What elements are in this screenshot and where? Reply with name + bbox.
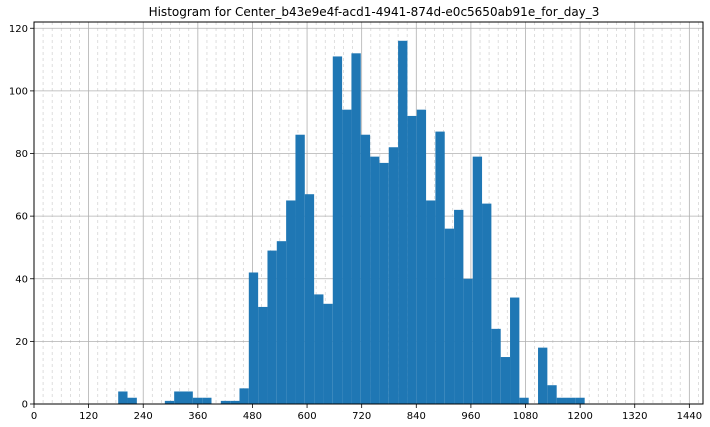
histogram-bar <box>202 397 212 404</box>
histogram-bar <box>416 109 427 405</box>
histogram-bar <box>519 397 529 404</box>
y-tick-label: 20 <box>15 337 28 348</box>
histogram-bar <box>295 134 305 404</box>
axes-layer: 0 120 240 360 480 600 720 840 960 1080 1200 1320 144… <box>9 24 702 422</box>
histogram-bar <box>276 241 287 404</box>
histogram-bar <box>491 328 501 404</box>
x-tick-label: 0 <box>31 411 37 422</box>
histogram-bar <box>388 147 399 404</box>
histogram-bar <box>472 156 483 404</box>
histogram-bar <box>351 53 361 405</box>
x-tick-label: 1440 <box>677 411 702 422</box>
histogram-bar <box>566 397 576 404</box>
x-tick-label: 840 <box>407 411 426 422</box>
histogram-bar <box>379 162 389 404</box>
x-tick-label: 360 <box>188 411 207 422</box>
histogram-bar <box>258 306 268 404</box>
histogram-bar <box>510 297 520 404</box>
histogram-bar <box>174 391 184 404</box>
bars-layer <box>118 40 585 405</box>
histogram-bar <box>482 203 492 404</box>
histogram-bar <box>164 400 175 404</box>
histogram-bar <box>370 156 380 404</box>
histogram-bar <box>239 388 249 404</box>
histogram-bar <box>192 397 203 404</box>
histogram-bar <box>547 385 557 404</box>
histogram-bar <box>463 278 473 404</box>
histogram-bar <box>454 209 464 404</box>
histogram-bar <box>342 109 352 405</box>
x-tick-label: 480 <box>243 411 262 422</box>
histogram-bar <box>220 400 231 404</box>
histogram-bar <box>127 397 137 404</box>
histogram-bar <box>538 347 548 404</box>
histogram-bar <box>407 115 417 405</box>
x-tick-label: 600 <box>298 411 317 422</box>
x-tick-label: 1080 <box>513 411 538 422</box>
histogram-bar <box>426 200 436 404</box>
chart-title: Histogram for Center_b43e9e4f-acd1-4941-… <box>149 5 600 19</box>
y-tick-label: 100 <box>9 86 28 97</box>
x-tick-label: 720 <box>352 411 371 422</box>
histogram-bar <box>230 400 240 404</box>
y-tick-label: 80 <box>15 149 28 160</box>
y-tick-label: 40 <box>15 274 28 285</box>
x-tick-label: 960 <box>461 411 480 422</box>
histogram-bar <box>398 40 408 404</box>
histogram-bar <box>435 131 445 405</box>
x-tick-label: 240 <box>134 411 153 422</box>
x-tick-label: 1200 <box>567 411 592 422</box>
x-tick-label: 120 <box>79 411 98 422</box>
histogram-bar <box>286 200 296 404</box>
histogram-bar <box>323 303 333 404</box>
histogram-bar <box>360 134 371 404</box>
y-tick-label: 0 <box>22 400 28 411</box>
histogram-bar <box>500 357 511 404</box>
histogram-bar <box>304 194 315 404</box>
histogram-bar <box>314 294 324 404</box>
histogram-bar <box>444 228 455 404</box>
histogram-bar <box>118 391 128 404</box>
histogram-bar <box>248 272 259 404</box>
histogram-bar <box>183 391 193 404</box>
plot-frame <box>33 21 704 405</box>
histogram-bar <box>267 250 277 404</box>
y-tick-label: 120 <box>9 24 28 35</box>
histogram-bar <box>575 397 585 404</box>
histogram-bar <box>556 397 567 404</box>
histogram-bar <box>332 56 343 404</box>
x-tick-label: 1320 <box>622 411 647 422</box>
y-tick-label: 60 <box>15 212 28 223</box>
